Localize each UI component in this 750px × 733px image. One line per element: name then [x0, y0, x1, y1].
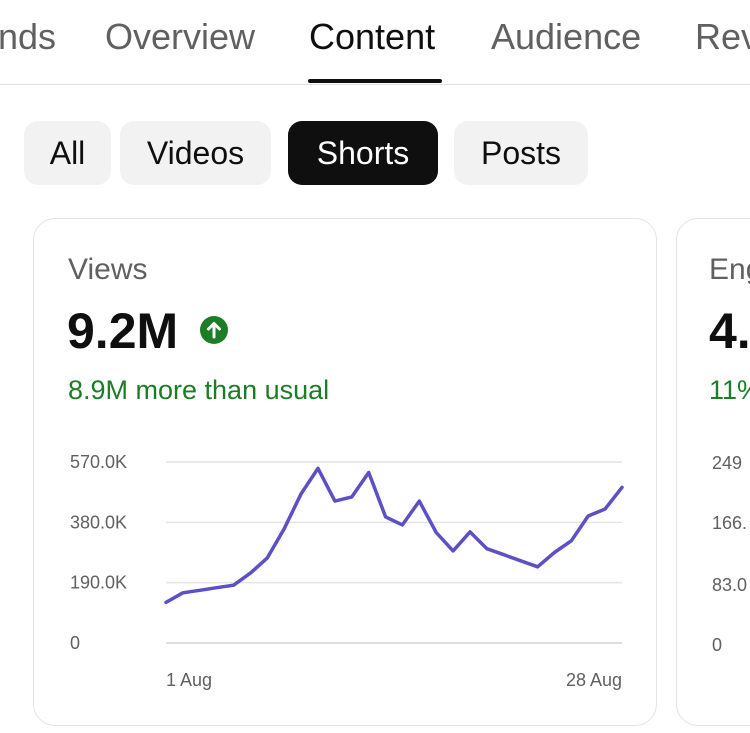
- engagement-chart-axis: 249 166. 83.0 0: [712, 453, 747, 655]
- arrow-up-circle-icon: [200, 316, 228, 344]
- filter-chip-videos[interactable]: Videos: [120, 121, 271, 185]
- filter-chip-posts[interactable]: Posts: [454, 121, 588, 185]
- views-card-title: Views: [68, 253, 148, 286]
- engagement-y-tick: 249: [712, 453, 742, 473]
- filter-chip-shorts[interactable]: Shorts: [288, 121, 438, 185]
- views-card[interactable]: Views 9.2M 8.9M more than usual 570.0K 38…: [33, 218, 657, 726]
- tab-overview[interactable]: Overview: [105, 16, 256, 57]
- views-card-delta: 8.9M more than usual: [68, 375, 330, 405]
- engagement-card-title: Eng: [709, 253, 750, 286]
- tab-audience[interactable]: Audience: [491, 16, 642, 57]
- y-tick-label: 190.0K: [70, 573, 127, 593]
- x-tick-label: 1 Aug: [166, 670, 212, 690]
- tab-bar: nds Overview Content Audience Rev: [0, 0, 750, 85]
- tab-revenue[interactable]: Rev: [695, 16, 750, 57]
- filter-chip-all[interactable]: All: [24, 121, 111, 185]
- y-tick-label: 0: [70, 633, 80, 653]
- views-line-chart: 570.0K 380.0K 190.0K 0 1 Aug 28 Aug: [70, 452, 624, 690]
- x-tick-label: 28 Aug: [566, 670, 622, 690]
- y-tick-label: 380.0K: [70, 512, 127, 532]
- views-card-value: 9.2M: [67, 303, 179, 359]
- engagement-card-delta: 11%: [709, 375, 750, 405]
- y-tick-label: 570.0K: [70, 452, 127, 472]
- engagement-y-tick: 0: [712, 635, 722, 655]
- engagement-y-tick: 83.0: [712, 575, 747, 595]
- active-tab-indicator: [308, 79, 442, 83]
- engagement-card-value: 4.: [709, 303, 750, 359]
- views-series-line: [164, 466, 624, 605]
- tab-trends[interactable]: nds: [0, 16, 57, 57]
- engagement-card[interactable]: Eng 4. 11% 249 166. 83.0 0: [676, 218, 750, 726]
- tab-content[interactable]: Content: [309, 16, 436, 57]
- engagement-y-tick: 166.: [712, 513, 747, 533]
